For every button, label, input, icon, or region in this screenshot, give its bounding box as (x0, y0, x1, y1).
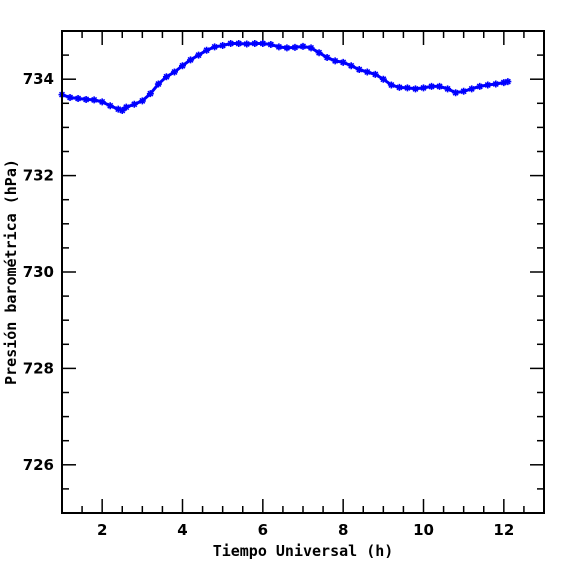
data-point (331, 57, 339, 65)
data-point (170, 68, 178, 76)
data-point (452, 89, 460, 97)
data-point (154, 80, 162, 88)
data-point (436, 82, 444, 90)
data-point (211, 43, 219, 51)
data-point (114, 105, 122, 113)
data-point (98, 98, 106, 106)
data-point (291, 43, 299, 51)
data-point (179, 62, 186, 70)
data-point (444, 85, 452, 93)
x-axis-title: Tiempo Universal (h) (213, 542, 394, 560)
data-point (347, 62, 355, 70)
data-point (130, 100, 138, 108)
data-point (187, 56, 195, 64)
series-layer (58, 40, 512, 115)
data-point (227, 40, 235, 48)
y-tick-label: 732 (23, 167, 54, 185)
data-point (74, 94, 82, 102)
data-point (323, 54, 331, 62)
x-tick-label: 4 (177, 521, 187, 539)
data-point (162, 73, 170, 81)
data-point (460, 87, 468, 95)
data-point (235, 40, 243, 48)
x-tick-label: 10 (413, 521, 434, 539)
x-tick-label: 2 (97, 521, 107, 539)
data-point (315, 49, 323, 57)
data-point (476, 82, 484, 90)
data-point (500, 79, 508, 87)
series-line (61, 42, 509, 113)
y-axis-title: Presión barométrica (hPa) (2, 159, 20, 385)
y-tick-label: 726 (23, 456, 54, 474)
data-point (307, 44, 315, 52)
data-point (395, 83, 403, 91)
data-point (355, 66, 363, 74)
data-point (428, 82, 436, 90)
data-point (66, 94, 74, 102)
data-point (403, 84, 411, 92)
y-tick-label: 734 (23, 70, 54, 88)
data-point (82, 95, 90, 103)
data-point (371, 70, 379, 78)
data-point (251, 40, 259, 48)
data-point (146, 90, 154, 98)
x-tick-labels: 2 4 6 8 10 12 (97, 521, 514, 539)
data-point (504, 78, 512, 86)
data-point (275, 43, 283, 51)
y-tick-labels: 726 728 730 732 734 (23, 70, 54, 474)
major-ticks (62, 31, 544, 513)
x-tick-label: 12 (493, 521, 514, 539)
data-point (484, 81, 492, 89)
data-point (363, 68, 371, 76)
data-point (379, 75, 387, 83)
data-point (411, 85, 419, 93)
data-point (267, 40, 275, 48)
data-point (90, 96, 98, 104)
data-point (492, 80, 500, 88)
data-point (339, 58, 347, 66)
data-point (122, 103, 130, 111)
data-point (219, 41, 227, 49)
data-point (283, 44, 291, 52)
data-point (259, 40, 267, 48)
data-point (243, 40, 251, 48)
data-point (195, 51, 203, 59)
plot-frame (61, 30, 545, 514)
data-point (299, 42, 307, 50)
data-point (203, 46, 211, 54)
x-tick-label: 6 (258, 521, 268, 539)
x-tick-label: 8 (338, 521, 348, 539)
data-point (468, 85, 476, 93)
data-point (138, 97, 146, 105)
y-tick-label: 728 (23, 359, 54, 377)
y-tick-label: 730 (23, 263, 54, 281)
data-point (420, 84, 427, 92)
data-point (106, 102, 114, 110)
data-point (118, 107, 126, 115)
data-point (387, 81, 395, 89)
